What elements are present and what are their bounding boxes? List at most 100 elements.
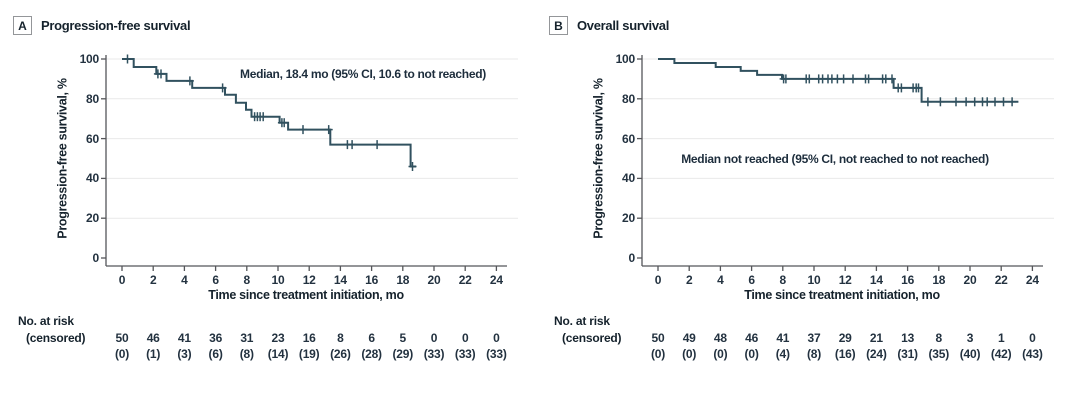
censor-mark <box>912 83 921 93</box>
censor-mark <box>343 140 352 150</box>
x-tick-label: 12 <box>838 273 852 287</box>
censored-count: (4) <box>775 347 790 361</box>
x-axis-title: Time since treatment initiation, mo <box>208 288 404 302</box>
censored-count: (0) <box>650 347 666 361</box>
censored-count: (26) <box>330 347 351 361</box>
censor-mark <box>408 162 417 171</box>
censor-mark <box>861 74 870 84</box>
x-tick-label: 0 <box>118 273 126 287</box>
y-tick-label: 60 <box>86 131 99 146</box>
median-annotation: Median, 18.4 mo (95% CI, 10.6 to not rea… <box>240 67 486 81</box>
y-tick-label: 20 <box>622 211 635 226</box>
censor-mark <box>881 74 890 84</box>
x-tick-label: 22 <box>994 273 1008 287</box>
y-axis-title: Progression-free survival, % <box>591 78 606 239</box>
censor-mark <box>999 97 1008 107</box>
y-tick-label: 100 <box>79 52 100 66</box>
km-step-curve <box>658 58 1019 103</box>
censor-mark <box>970 97 979 107</box>
censor-mark <box>779 74 788 84</box>
censor-mark <box>824 74 832 84</box>
panel-letter-badge: A <box>13 16 32 35</box>
censor-mark <box>814 74 823 84</box>
censored-count: (6) <box>208 347 223 361</box>
risk-table-label: No. at risk <box>18 314 74 328</box>
censored-count: (29) <box>392 347 414 361</box>
at-risk-count: 0 <box>461 331 469 345</box>
censor-mark <box>280 118 289 128</box>
y-tick-label: 0 <box>628 251 636 265</box>
censored-count: (24) <box>866 347 887 361</box>
censor-mark <box>373 140 382 150</box>
x-tick-label: 24 <box>489 273 503 287</box>
x-tick-label: 6 <box>748 273 755 287</box>
panel-letter-badge: B <box>549 16 568 35</box>
censor-mark <box>962 97 971 107</box>
x-tick-label: 14 <box>869 273 883 287</box>
y-axis-title: Progression-free survival, % <box>55 78 70 239</box>
x-tick-label: 12 <box>302 273 316 287</box>
y-tick-label: 80 <box>86 91 99 106</box>
at-risk-count: 0 <box>1029 331 1036 345</box>
censored-count: (14) <box>267 347 289 361</box>
censored-count: (0) <box>682 347 697 361</box>
censored-count: (35) <box>928 347 950 361</box>
censored-table-label: (censored) <box>26 331 86 345</box>
at-risk-count: 48 <box>713 331 727 345</box>
x-tick-label: 18 <box>396 273 410 287</box>
y-tick-label: 60 <box>622 131 635 146</box>
censored-count: (3) <box>177 347 192 361</box>
censor-mark <box>839 74 848 84</box>
x-tick-label: 16 <box>901 273 915 287</box>
x-tick-label: 20 <box>963 273 977 287</box>
censored-count: (33) <box>454 347 476 361</box>
at-risk-count: 8 <box>337 331 344 345</box>
censor-mark <box>983 97 992 107</box>
censored-count: (33) <box>423 347 445 361</box>
at-risk-count: 16 <box>302 331 316 345</box>
censored-count: (40) <box>959 347 981 361</box>
at-risk-count: 21 <box>869 331 883 345</box>
censored-count: (42) <box>990 347 1012 361</box>
x-tick-label: 20 <box>427 273 441 287</box>
censor-mark <box>914 83 923 93</box>
censor-mark <box>256 112 265 122</box>
x-tick-label: 8 <box>243 273 251 287</box>
censor-mark <box>936 97 945 107</box>
at-risk-count: 50 <box>115 331 129 345</box>
y-tick-label: 40 <box>622 171 635 186</box>
x-tick-label: 16 <box>365 273 379 287</box>
x-tick-label: 4 <box>717 273 724 287</box>
at-risk-count: 3 <box>966 331 974 345</box>
at-risk-count: 6 <box>368 331 375 345</box>
censor-mark <box>253 112 262 122</box>
at-risk-count: 8 <box>935 331 943 345</box>
censor-mark <box>802 74 811 84</box>
risk-table-label: No. at risk <box>554 314 610 328</box>
censor-mark <box>299 125 307 135</box>
censored-count: (19) <box>298 347 320 361</box>
censored-count: (1) <box>146 347 161 361</box>
censor-mark <box>324 125 333 135</box>
panel-overall-survival: B Overall survival Progression-free surv… <box>536 0 1080 400</box>
x-tick-label: 18 <box>932 273 946 287</box>
censor-mark <box>827 74 836 84</box>
panel-progression-free-survival: A Progression-free survival Progression-… <box>13 16 518 361</box>
at-risk-count: 23 <box>271 331 285 345</box>
censored-count: (0) <box>744 347 759 361</box>
censor-mark <box>153 69 162 79</box>
censor-mark <box>833 74 842 84</box>
censor-mark <box>781 74 790 84</box>
censor-mark <box>123 54 132 64</box>
censored-count: (28) <box>361 347 382 361</box>
censor-mark <box>259 112 268 122</box>
censor-mark <box>888 74 896 84</box>
x-tick-label: 0 <box>654 273 662 287</box>
censored-count: (8) <box>239 347 254 361</box>
panel-header: B Overall survival <box>549 16 669 35</box>
x-tick-label: 8 <box>779 273 787 287</box>
censor-mark <box>978 97 987 107</box>
censor-mark <box>897 83 906 93</box>
censor-mark <box>1008 97 1017 107</box>
